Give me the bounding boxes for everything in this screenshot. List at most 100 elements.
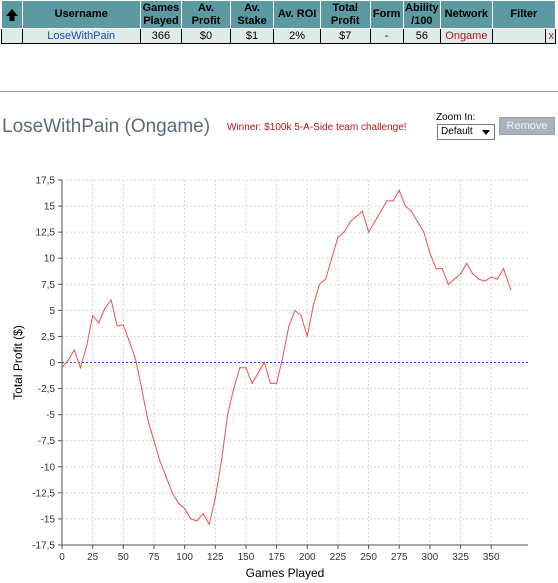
zoom-select[interactable]: Default bbox=[437, 124, 495, 140]
data-point bbox=[417, 221, 419, 223]
x-tick-label: 100 bbox=[176, 552, 193, 563]
data-point bbox=[214, 497, 216, 499]
table-header-row: Username Games Played Av. Profit Av. Stake … bbox=[1, 0, 557, 29]
data-point bbox=[472, 273, 474, 275]
chart-series bbox=[61, 189, 528, 526]
cell-filter[interactable] bbox=[491, 28, 546, 44]
cell-games-played: 366 bbox=[139, 28, 183, 44]
data-point bbox=[441, 268, 443, 270]
up-arrow-icon[interactable] bbox=[5, 8, 19, 22]
data-point bbox=[141, 387, 143, 390]
data-point bbox=[380, 210, 382, 212]
y-tick-label: 2,5 bbox=[41, 332, 55, 343]
header-avg-profit-line1: Av. bbox=[198, 1, 214, 14]
username-link[interactable]: LoseWithPain bbox=[21, 28, 141, 44]
data-point bbox=[392, 200, 394, 202]
cell-avg-stake: $1 bbox=[229, 28, 275, 44]
section-divider bbox=[0, 91, 558, 92]
data-point bbox=[447, 283, 449, 285]
remove-button[interactable]: Remove bbox=[499, 117, 555, 135]
data-point bbox=[484, 280, 486, 282]
header-games-played-line2: Played bbox=[143, 14, 179, 27]
remove-row-link[interactable]: x bbox=[544, 28, 557, 44]
header-avg-stake[interactable]: Av. Stake bbox=[229, 0, 275, 29]
x-tick-label: 75 bbox=[148, 552, 160, 563]
data-point bbox=[134, 358, 137, 360]
y-tick-label: -5 bbox=[46, 410, 55, 421]
x-axis-title: Games Played bbox=[246, 566, 325, 580]
header-ability-line1: Ability bbox=[405, 1, 439, 14]
data-point bbox=[208, 523, 210, 525]
y-tick-label: -12,5 bbox=[32, 488, 55, 499]
data-point bbox=[355, 215, 357, 218]
y-tick-label: 12,5 bbox=[36, 228, 56, 239]
header-avg-stake-line1: Av. bbox=[244, 1, 260, 14]
y-tick-label: 7,5 bbox=[41, 280, 55, 291]
data-point bbox=[367, 231, 370, 233]
x-tick-label: 325 bbox=[452, 552, 469, 563]
zoom-label: Zoom In: bbox=[436, 112, 476, 123]
x-tick-label: 125 bbox=[207, 552, 224, 563]
table-row: LoseWithPain 366 $0 $1 2% $7 - 56 Ongame… bbox=[1, 28, 557, 44]
data-point bbox=[374, 221, 376, 223]
data-point bbox=[184, 507, 186, 510]
y-tick-label: 17,5 bbox=[36, 176, 56, 187]
x-tick-label: 0 bbox=[59, 552, 65, 563]
header-total-profit[interactable]: Total Profit bbox=[319, 0, 371, 29]
sort-header[interactable] bbox=[1, 0, 23, 29]
y-tick-label: 0 bbox=[49, 358, 55, 369]
data-point bbox=[233, 387, 235, 390]
data-point bbox=[61, 367, 63, 369]
y-tick-label: 15 bbox=[44, 202, 56, 213]
header-filter[interactable]: Filter bbox=[491, 0, 557, 29]
cell-avg-roi: 2% bbox=[273, 28, 321, 44]
data-point bbox=[398, 189, 400, 192]
data-point bbox=[318, 283, 321, 285]
profit-chart: Games Played Total Profit ($) 0 25 50 75 100… bbox=[11, 176, 528, 581]
cell-total-profit: $7 bbox=[319, 28, 371, 44]
header-games-played-line1: Games bbox=[142, 1, 180, 14]
chart-labels: Games Played Total Profit ($) 0 25 50 75 100… bbox=[11, 176, 500, 581]
data-point bbox=[171, 492, 173, 494]
header-total-profit-line1: Total bbox=[332, 1, 358, 14]
data-point bbox=[331, 257, 333, 259]
y-tick-label: -2,5 bbox=[38, 384, 56, 395]
header-ability[interactable]: Ability/100 bbox=[402, 0, 441, 29]
data-point bbox=[159, 460, 161, 463]
header-username[interactable]: Username bbox=[21, 0, 141, 29]
data-point bbox=[147, 419, 149, 421]
data-point bbox=[453, 278, 456, 280]
cell-avg-profit: $0 bbox=[181, 28, 231, 44]
header-network[interactable]: Network bbox=[439, 0, 493, 29]
data-point bbox=[153, 440, 155, 442]
data-point bbox=[276, 382, 278, 384]
x-tick-label: 150 bbox=[238, 552, 255, 563]
cell-ability: 56 bbox=[402, 28, 441, 44]
data-point bbox=[122, 324, 124, 326]
data-point bbox=[67, 359, 69, 362]
data-point bbox=[459, 273, 462, 275]
data-point bbox=[239, 367, 241, 369]
y-tick-label: -15 bbox=[41, 514, 56, 525]
data-point bbox=[202, 513, 204, 515]
header-avg-roi[interactable]: Av. ROI bbox=[273, 0, 321, 29]
cell-empty bbox=[1, 28, 23, 44]
data-point bbox=[226, 414, 229, 416]
data-point bbox=[423, 231, 425, 233]
header-avg-profit-line2: Profit bbox=[191, 14, 221, 27]
data-point bbox=[245, 367, 247, 369]
x-tick-label: 225 bbox=[330, 552, 347, 563]
header-ability-line2: /100 bbox=[411, 14, 433, 27]
data-point bbox=[502, 268, 505, 270]
data-point bbox=[177, 502, 180, 504]
header-avg-profit[interactable]: Av. Profit bbox=[181, 0, 231, 29]
data-point bbox=[190, 518, 192, 520]
data-point bbox=[165, 476, 167, 478]
data-point bbox=[429, 252, 431, 254]
header-avg-stake-line2: Stake bbox=[237, 14, 267, 27]
y-tick-label: -7,5 bbox=[38, 436, 56, 447]
player-stats-table: Username Games Played Av. Profit Av. Stake … bbox=[1, 0, 557, 44]
header-games-played[interactable]: Games Played bbox=[139, 0, 183, 29]
data-point bbox=[116, 325, 118, 327]
header-form[interactable]: Form bbox=[369, 0, 404, 29]
